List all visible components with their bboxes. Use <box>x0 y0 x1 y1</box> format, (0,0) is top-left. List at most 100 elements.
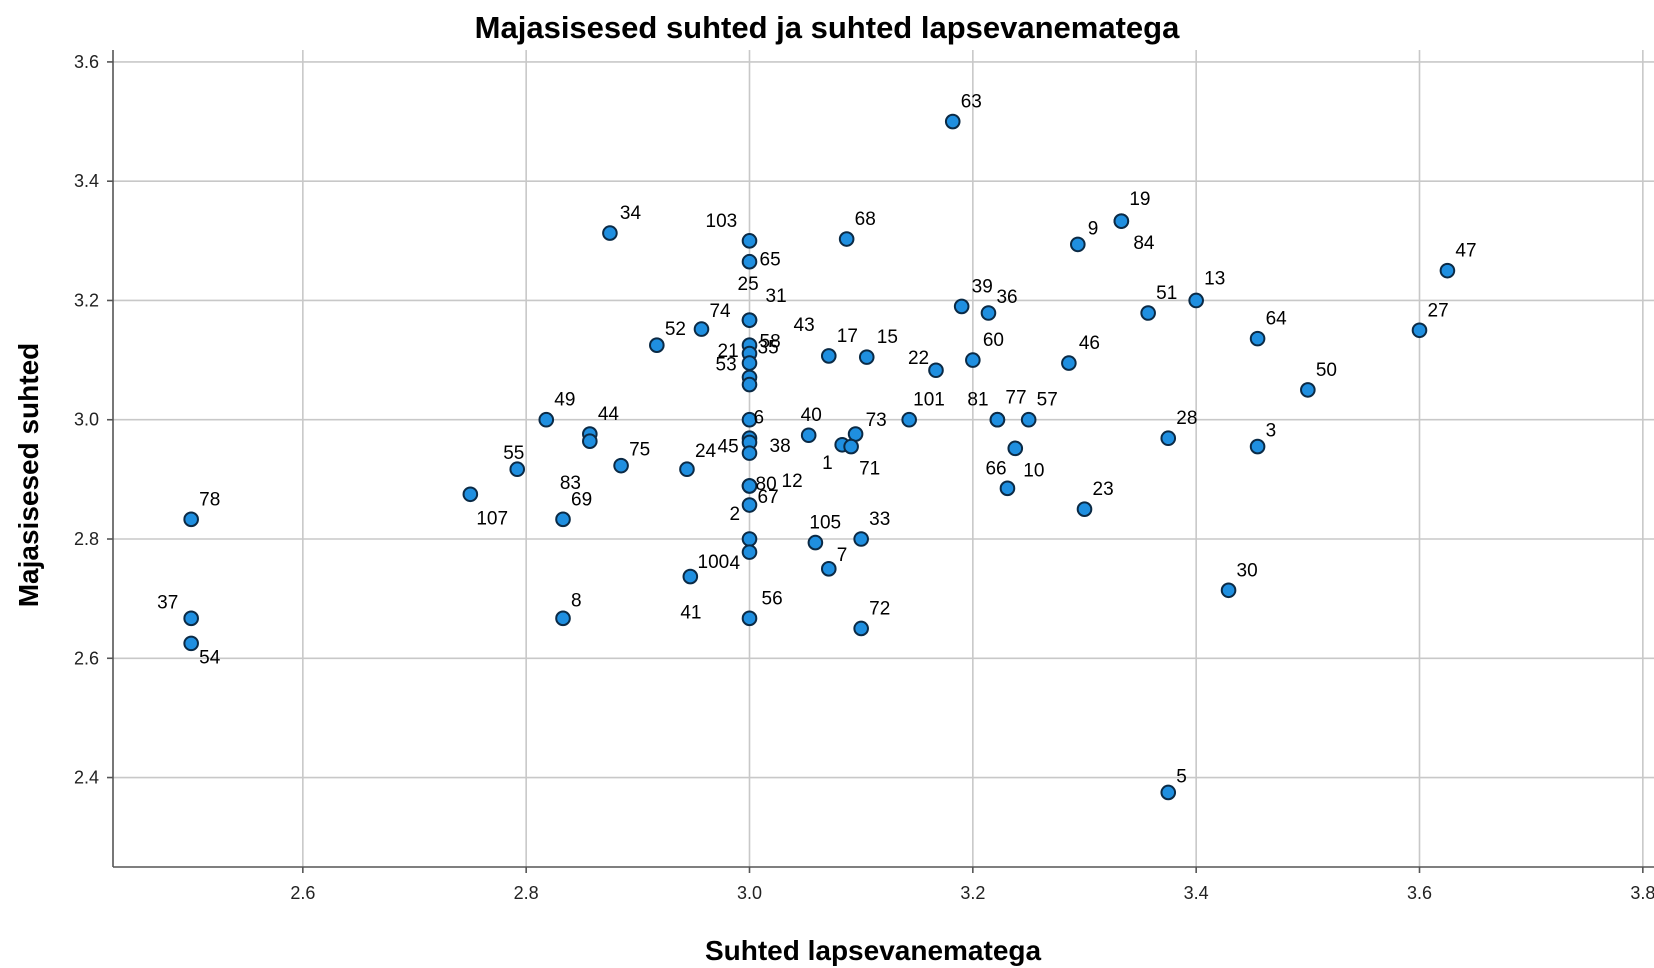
data-point <box>838 231 855 247</box>
x-tick-label: 2.6 <box>290 883 315 903</box>
data-point <box>1300 382 1316 398</box>
point-label: 53 <box>716 355 737 376</box>
data-point <box>843 438 859 455</box>
data-point <box>989 411 1006 428</box>
point-label: 55 <box>503 443 524 464</box>
point-label: 2 <box>730 504 741 525</box>
point-label: 66 <box>985 458 1006 479</box>
data-point <box>582 433 598 450</box>
point-label: 8 <box>571 590 582 611</box>
data-point <box>693 321 710 337</box>
point-label: 44 <box>598 404 620 425</box>
data-point <box>183 635 199 652</box>
tick-labels: 2.6 2.8 3.0 3.2 3.4 3.6 3.8 2.4 2.6 2.8 3.0 3.2 3.4 3… <box>74 52 1654 903</box>
x-tick-label: 3.6 <box>1407 883 1432 903</box>
data-point <box>800 427 817 444</box>
data-point <box>555 610 571 627</box>
point-label: 25 <box>738 274 759 295</box>
data-point <box>1249 330 1266 347</box>
data-point <box>1070 236 1086 253</box>
x-tick-label: 3.8 <box>1630 883 1654 903</box>
point-label: 38 <box>770 436 791 457</box>
data-point <box>1113 213 1130 229</box>
point-label: 75 <box>629 440 650 461</box>
point-label: 67 <box>758 487 779 508</box>
point-label: 64 <box>1266 309 1288 330</box>
data-point <box>682 568 699 585</box>
data-point <box>555 511 571 528</box>
data-point <box>1249 438 1266 455</box>
x-tick-label: 3.0 <box>737 883 762 903</box>
data-point <box>965 352 981 368</box>
point-label: 63 <box>961 92 982 113</box>
point-label: 72 <box>869 598 890 619</box>
point-label: 103 <box>706 211 738 232</box>
point-label: 7 <box>837 545 848 566</box>
y-axis-title: Majasisesed suhted <box>13 343 44 608</box>
data-point <box>183 610 199 627</box>
point-label: 35 <box>758 337 779 358</box>
data-point <box>853 531 869 547</box>
point-label: 52 <box>665 319 686 340</box>
data-point <box>1188 292 1204 309</box>
y-tick-label: 3.2 <box>74 290 99 310</box>
data-point <box>853 620 869 637</box>
point-label: 27 <box>1428 300 1449 321</box>
data-point <box>602 225 618 241</box>
y-tick-label: 2.6 <box>74 648 99 668</box>
point-label: 100 <box>698 552 730 573</box>
point-label: 41 <box>680 603 701 624</box>
grid-lines <box>113 50 1654 867</box>
y-tick-label: 3.6 <box>74 52 99 72</box>
point-label: 74 <box>709 301 731 322</box>
data-point <box>807 534 824 551</box>
point-label: 81 <box>967 390 988 411</box>
point-label: 77 <box>1005 388 1026 409</box>
data-point <box>1061 355 1077 371</box>
point-label: 57 <box>1037 390 1058 411</box>
data-point <box>462 486 479 503</box>
x-tick-label: 3.2 <box>960 883 985 903</box>
data-point <box>741 411 758 428</box>
data-point <box>741 445 758 461</box>
data-point <box>649 337 665 353</box>
point-label: 22 <box>908 348 929 369</box>
point-label: 15 <box>877 327 898 348</box>
point-label: 78 <box>199 489 220 510</box>
point-label: 3 <box>1266 421 1277 442</box>
data-point <box>741 544 758 560</box>
data-point <box>1140 305 1156 321</box>
point-label: 68 <box>855 209 876 230</box>
point-label: 34 <box>620 203 642 224</box>
point-label: 60 <box>983 330 1004 351</box>
data-point <box>1439 262 1456 279</box>
data-point <box>1160 430 1177 447</box>
point-label: 58 <box>760 332 781 353</box>
point-label: 37 <box>157 592 178 613</box>
point-label: 9 <box>1088 218 1099 239</box>
point-label: 49 <box>554 390 575 411</box>
data-point <box>741 233 758 249</box>
data-point <box>741 253 758 270</box>
data-point <box>980 305 997 321</box>
x-tick-label: 3.4 <box>1184 883 1209 903</box>
point-label: 33 <box>869 509 890 530</box>
point-label: 69 <box>571 489 592 510</box>
point-label: 51 <box>1156 283 1177 304</box>
point-label: 28 <box>1176 408 1197 429</box>
data-point <box>858 349 875 365</box>
data-point <box>953 298 970 315</box>
data-point <box>741 376 758 393</box>
data-point <box>613 457 629 474</box>
x-tick-label: 2.8 <box>514 883 539 903</box>
data-point <box>741 312 758 328</box>
point-label: 30 <box>1237 560 1258 581</box>
point-label: 45 <box>718 436 739 457</box>
point-label: 13 <box>1204 268 1225 289</box>
point-label: 105 <box>809 513 841 534</box>
data-point <box>820 348 837 364</box>
point-label: 10 <box>1023 460 1044 481</box>
point-label: 17 <box>837 326 858 347</box>
point-label: 43 <box>794 315 815 336</box>
point-label: 36 <box>996 287 1017 308</box>
